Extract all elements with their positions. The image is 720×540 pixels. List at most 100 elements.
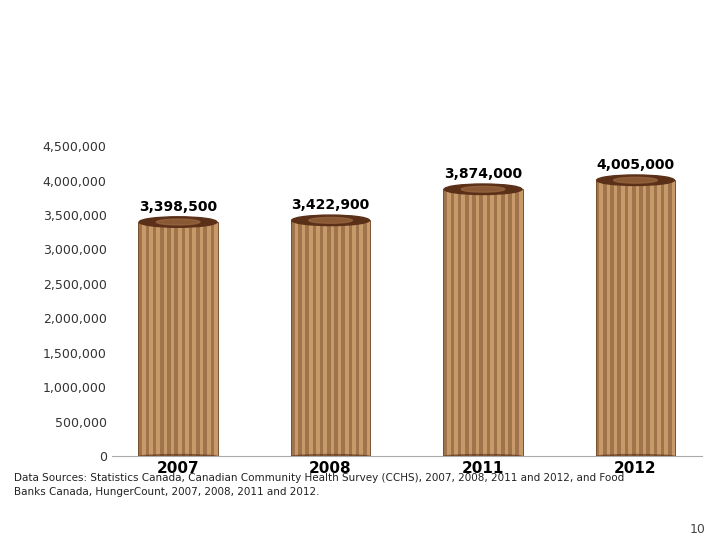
Bar [142, 222, 145, 456]
Bar [196, 222, 199, 456]
Bar [444, 189, 523, 456]
Text: 10: 10 [690, 523, 706, 536]
Bar [672, 180, 675, 456]
Bar [661, 180, 665, 456]
Bar [203, 222, 207, 456]
Bar [465, 189, 469, 456]
Bar [214, 222, 217, 456]
Ellipse shape [597, 175, 675, 185]
Bar [366, 220, 370, 456]
Text: 3,398,500: 3,398,500 [139, 200, 217, 214]
Bar [665, 180, 668, 456]
Bar [451, 189, 454, 456]
Bar [171, 222, 174, 456]
Text: Number of people living in food-insecure households in Canada,: Number of people living in food-insecure… [21, 24, 699, 44]
Bar [501, 189, 505, 456]
Bar [305, 220, 309, 456]
Bar [611, 180, 614, 456]
Bar [596, 180, 675, 456]
Bar [657, 180, 661, 456]
Bar [632, 180, 636, 456]
Bar [178, 222, 181, 456]
Bar [519, 189, 523, 456]
Bar [145, 222, 149, 456]
Bar [207, 222, 210, 456]
Bar [309, 220, 312, 456]
Bar [480, 189, 483, 456]
Bar [348, 220, 352, 456]
Bar [490, 189, 494, 456]
Bar [483, 189, 487, 456]
Bar [625, 180, 629, 456]
Bar [181, 222, 185, 456]
Bar [498, 189, 501, 456]
Bar [298, 220, 302, 456]
Bar [149, 222, 153, 456]
Bar [494, 189, 498, 456]
Bar [323, 220, 327, 456]
Ellipse shape [139, 455, 217, 458]
Bar [210, 222, 214, 456]
Bar [508, 189, 512, 456]
Bar [316, 220, 320, 456]
Bar [512, 189, 516, 456]
Ellipse shape [444, 184, 522, 194]
Text: Data Sources: Statistics Canada, Canadian Community Health Survey (CCHS), 2007, : Data Sources: Statistics Canada, Canadia… [14, 474, 625, 497]
Bar [469, 189, 472, 456]
Text: 3,874,000: 3,874,000 [444, 167, 522, 181]
Bar [163, 222, 167, 456]
Bar [607, 180, 611, 456]
Bar [320, 220, 323, 456]
Bar [185, 222, 189, 456]
Bar [356, 220, 359, 456]
Bar [487, 189, 490, 456]
Bar [138, 222, 217, 456]
Bar [291, 220, 294, 456]
Bar [330, 220, 334, 456]
Ellipse shape [462, 186, 505, 192]
Bar [639, 180, 643, 456]
Bar [167, 222, 171, 456]
Ellipse shape [292, 215, 369, 226]
Bar [454, 189, 458, 456]
Ellipse shape [156, 219, 200, 225]
Text: 4,005,000: 4,005,000 [596, 158, 675, 172]
Bar [600, 180, 603, 456]
Bar [312, 220, 316, 456]
Bar [643, 180, 647, 456]
Ellipse shape [613, 177, 657, 183]
Ellipse shape [139, 217, 217, 227]
Bar [458, 189, 462, 456]
Bar [444, 189, 447, 456]
Bar [629, 180, 632, 456]
Bar [603, 180, 607, 456]
Bar [596, 180, 600, 456]
Bar [327, 220, 330, 456]
Bar [359, 220, 363, 456]
Bar [156, 222, 160, 456]
Bar [291, 220, 370, 456]
Ellipse shape [292, 455, 369, 458]
Bar [505, 189, 508, 456]
Bar [352, 220, 356, 456]
Bar [614, 180, 618, 456]
Bar [650, 180, 654, 456]
Bar [189, 222, 192, 456]
Bar [363, 220, 366, 456]
Bar [472, 189, 476, 456]
Bar [199, 222, 203, 456]
Bar [153, 222, 156, 456]
Bar [334, 220, 338, 456]
Ellipse shape [309, 218, 352, 223]
Ellipse shape [597, 455, 675, 458]
Bar [618, 180, 621, 456]
Bar [462, 189, 465, 456]
Bar [516, 189, 519, 456]
Bar [654, 180, 657, 456]
Bar [476, 189, 480, 456]
Bar [668, 180, 672, 456]
Text: 3,422,900: 3,422,900 [292, 198, 369, 212]
Bar [345, 220, 348, 456]
Bar [341, 220, 345, 456]
Bar [138, 222, 142, 456]
